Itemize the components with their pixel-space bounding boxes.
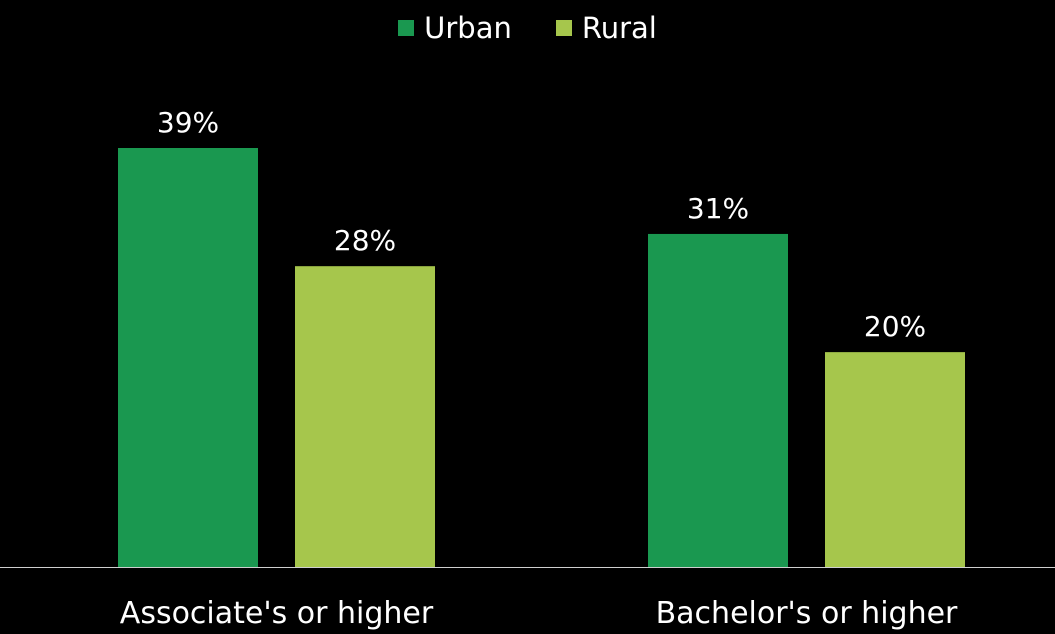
data-label-urban-2: 31% xyxy=(687,192,749,225)
legend-label-urban: Urban xyxy=(424,11,512,45)
legend-swatch-urban xyxy=(398,20,415,36)
bar-urban-1 xyxy=(118,148,258,567)
x-tick-label-2: Bachelor's or higher xyxy=(656,596,958,631)
legend-label-rural: Rural xyxy=(581,11,657,45)
data-label-rural-2: 20% xyxy=(864,310,926,343)
legend: Urban Rural xyxy=(0,8,1055,48)
bar-rural-2 xyxy=(825,352,965,567)
legend-item-urban: Urban xyxy=(398,11,512,45)
bar-rural-1 xyxy=(295,266,435,567)
data-label-rural-1: 28% xyxy=(334,224,396,257)
legend-item-rural: Rural xyxy=(555,11,657,45)
data-label-urban-1: 39% xyxy=(157,106,219,139)
x-tick-label-1: Associate's or higher xyxy=(120,596,434,631)
legend-swatch-rural xyxy=(555,20,572,36)
bar-urban-2 xyxy=(648,233,788,567)
